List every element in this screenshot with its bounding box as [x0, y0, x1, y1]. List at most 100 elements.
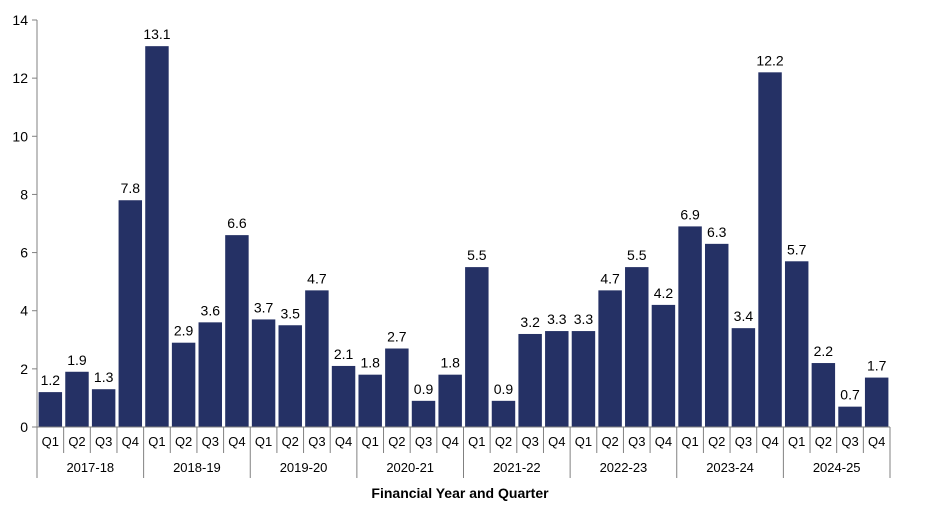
bar	[411, 400, 436, 427]
data-label: 4.7	[600, 270, 620, 286]
data-label: 3.3	[547, 311, 567, 327]
bar	[385, 348, 409, 427]
data-label: 3.5	[281, 305, 301, 321]
quarter-label: Q1	[362, 434, 379, 449]
data-label: 5.5	[467, 247, 487, 263]
quarter-label: Q3	[735, 434, 752, 449]
quarter-label: Q4	[655, 434, 672, 449]
quarter-label: Q1	[575, 434, 592, 449]
data-label: 13.1	[143, 26, 170, 42]
quarter-label: Q4	[548, 434, 565, 449]
quarter-label: Q3	[521, 434, 538, 449]
data-label: 1.8	[440, 355, 460, 371]
quarter-label: Q4	[868, 434, 885, 449]
y-tick-label: 8	[20, 186, 28, 202]
data-label: 0.9	[494, 381, 514, 397]
quarter-label: Q2	[388, 434, 405, 449]
y-tick-label: 6	[20, 245, 28, 261]
quarter-label: Q4	[122, 434, 139, 449]
quarter-label: Q3	[95, 434, 112, 449]
data-label: 2.9	[174, 323, 194, 339]
year-label: 2018-19	[173, 460, 221, 475]
bar	[145, 46, 169, 428]
bar	[305, 290, 329, 427]
bar	[784, 261, 809, 427]
bar	[678, 226, 702, 427]
quarter-label: Q3	[308, 434, 325, 449]
data-label: 0.9	[414, 381, 434, 397]
data-label: 1.2	[41, 372, 61, 388]
y-tick-label: 10	[12, 128, 28, 144]
data-label: 1.8	[360, 355, 380, 371]
bar	[331, 365, 356, 427]
data-label: 6.6	[227, 215, 247, 231]
bar	[38, 392, 63, 427]
year-label: 2023-24	[706, 460, 754, 475]
quarter-label: Q4	[761, 434, 778, 449]
year-label: 2019-20	[280, 460, 328, 475]
quarter-label: Q3	[202, 434, 219, 449]
data-label: 3.3	[574, 311, 594, 327]
quarter-label: Q2	[282, 434, 299, 449]
bar	[225, 235, 249, 427]
bar	[65, 371, 89, 427]
bar	[278, 325, 302, 427]
y-axis: 0 2 4 6 8 10 12 14	[12, 12, 38, 435]
y-tick-label: 0	[20, 419, 28, 435]
bar	[171, 342, 196, 427]
data-label: 12.2	[756, 52, 783, 68]
quarter-label: Q1	[42, 434, 59, 449]
data-label: 6.9	[680, 206, 700, 222]
data-label: 6.3	[707, 224, 727, 240]
bar	[358, 374, 382, 427]
quarter-label: Q3	[841, 434, 858, 449]
y-tick-label: 2	[20, 361, 28, 377]
quarter-label: Q1	[788, 434, 805, 449]
data-label: 3.7	[254, 299, 274, 315]
year-label: 2017-18	[66, 460, 114, 475]
data-label: 2.2	[814, 343, 834, 359]
bar	[625, 267, 649, 427]
bar	[705, 243, 729, 427]
bars	[38, 46, 889, 428]
bar	[118, 200, 143, 427]
quarter-label: Q2	[601, 434, 618, 449]
quarter-label: Q4	[335, 434, 352, 449]
quarter-label: Q3	[628, 434, 645, 449]
bar	[571, 331, 596, 427]
bar	[811, 363, 836, 427]
data-label: 1.9	[67, 352, 87, 368]
bar	[838, 406, 862, 427]
data-label: 4.2	[654, 285, 674, 301]
quarter-label: Q2	[175, 434, 192, 449]
quarter-label: Q4	[228, 434, 245, 449]
data-label: 2.1	[334, 346, 354, 362]
quarter-label: Q3	[415, 434, 432, 449]
bar	[651, 304, 676, 427]
quarter-label: Q1	[148, 434, 165, 449]
bar	[864, 377, 889, 427]
data-label: 5.7	[787, 241, 807, 257]
bar	[438, 374, 462, 427]
quarter-label: Q2	[708, 434, 725, 449]
year-label: 2020-21	[386, 460, 434, 475]
data-label: 3.4	[734, 308, 754, 324]
x-axis: Q1 Q2 Q3 Q4 Q1 Q2 Q3 Q4 Q1 Q2 Q3 Q4 Q1 Q2 Q3 Q4 Q1 Q2 Q3 Q4…	[36, 426, 891, 478]
quarter-label: Q2	[495, 434, 512, 449]
quarter-label: Q1	[681, 434, 698, 449]
data-label: 0.7	[840, 387, 860, 403]
bar	[518, 333, 542, 427]
y-tick-label: 12	[12, 70, 28, 86]
quarter-label: Q2	[68, 434, 85, 449]
bar	[598, 290, 622, 427]
data-label: 4.7	[307, 270, 327, 286]
year-label: 2021-22	[493, 460, 541, 475]
bar	[198, 322, 222, 427]
x-axis-title: Financial Year and Quarter	[371, 485, 549, 501]
quarter-label: Q2	[815, 434, 832, 449]
data-label: 5.5	[627, 247, 647, 263]
y-tick-label: 14	[12, 12, 28, 28]
data-label: 3.2	[520, 314, 540, 330]
data-label: 2.7	[387, 329, 407, 345]
